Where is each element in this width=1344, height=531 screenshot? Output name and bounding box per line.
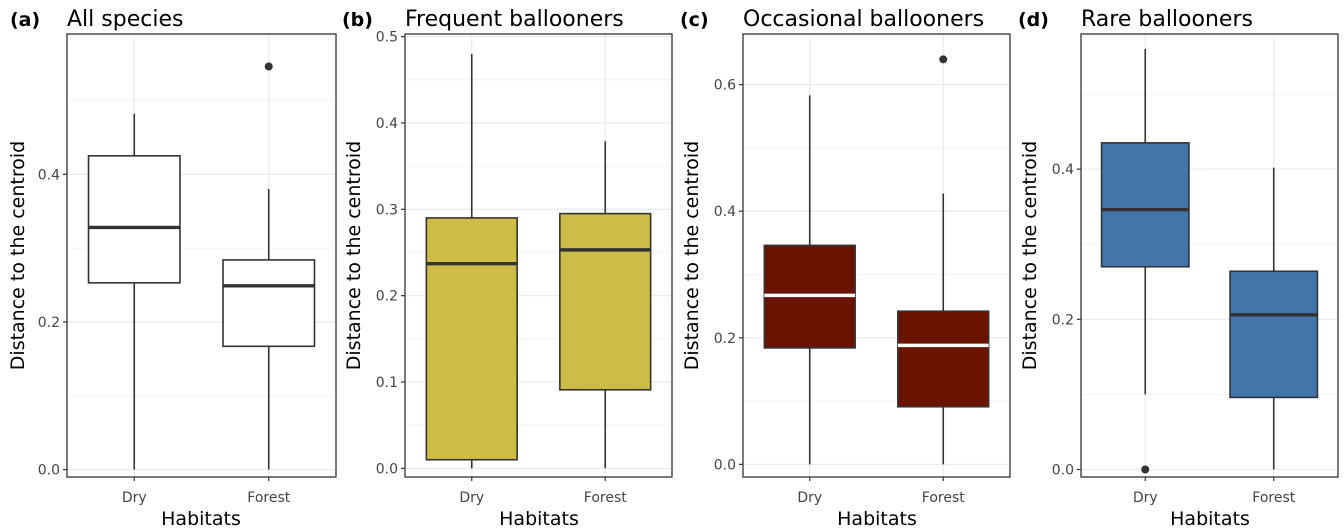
- box-iqr: [1100, 142, 1190, 268]
- x-axis-label: Habitats: [1170, 508, 1250, 530]
- box-iqr: [425, 217, 518, 461]
- outlier-point: [939, 55, 948, 64]
- y-tick-label: 0.0: [714, 457, 736, 473]
- panel-tag: (c): [680, 9, 709, 31]
- panel-border: [1080, 33, 1339, 478]
- y-axis-label: Distance to the centroid: [1019, 141, 1041, 370]
- y-tick-label: 0.4: [714, 204, 736, 220]
- y-tick-label: 0.6: [714, 78, 736, 94]
- box-iqr: [897, 310, 990, 408]
- panel-tag: (a): [10, 9, 40, 31]
- box-iqr: [87, 155, 181, 284]
- panel-tag: (d): [1018, 9, 1049, 31]
- outlier-point: [264, 62, 273, 71]
- x-axis-label: Habitats: [161, 508, 241, 530]
- panel-border: [66, 33, 337, 478]
- box-dry: [763, 95, 856, 465]
- x-tick-label: Dry: [122, 490, 147, 506]
- box-iqr: [222, 259, 316, 348]
- box-dry: [87, 113, 181, 470]
- x-tick-label: Forest: [1252, 490, 1295, 506]
- box-iqr: [1229, 270, 1319, 399]
- panel-tag: (b): [342, 9, 373, 31]
- x-tick-label: Forest: [584, 490, 627, 506]
- panel-a: (a) All species 0.0 0.2 0.4 Dry Forest Habitats…: [7, 7, 337, 530]
- y-tick-label: 0.4: [38, 167, 60, 183]
- box-forest: [1229, 167, 1319, 470]
- y-tick-label: 0.0: [1052, 462, 1074, 478]
- panel-b: (b) Frequent ballooners 0.0 0.1 0.2 0.3 0.4 0.5…: [342, 7, 673, 530]
- y-axis-label: Distance to the centroid: [681, 141, 703, 370]
- y-axis-label: Distance to the centroid: [343, 141, 365, 370]
- box-forest: [222, 62, 316, 470]
- panel-title: Occasional ballooners: [743, 7, 984, 32]
- y-tick-label: 0.4: [376, 116, 398, 132]
- panel-title: Frequent ballooners: [405, 7, 624, 32]
- y-tick-label: 0.2: [714, 331, 736, 347]
- y-tick-label: 0.2: [376, 289, 398, 305]
- box-iqr: [559, 212, 652, 391]
- box-dry: [1100, 49, 1190, 474]
- x-axis-label: Habitats: [837, 508, 917, 530]
- panel-c: (c) Occasional ballooners 0.0 0.2 0.4 0.6 Dry F…: [680, 7, 1011, 530]
- y-tick-label: 0.4: [1052, 162, 1074, 178]
- x-tick-label: Dry: [797, 490, 822, 506]
- panel-d: (d) Rare ballooners 0.0 0.2 0.4 Dry ForestHabi…: [1018, 7, 1339, 530]
- panel-title: Rare ballooners: [1081, 7, 1253, 32]
- y-tick-label: 0.0: [38, 463, 60, 479]
- y-tick-label: 0.2: [1052, 312, 1074, 328]
- outlier-point: [1141, 465, 1150, 474]
- y-tick-label: 0.3: [376, 202, 398, 218]
- y-tick-label: 0.2: [38, 315, 60, 331]
- y-tick-label: 0.1: [376, 375, 398, 391]
- panel-border: [742, 33, 1011, 478]
- box-forest: [897, 55, 990, 465]
- box-dry: [425, 53, 518, 469]
- box-forest: [559, 141, 652, 469]
- x-tick-label: Forest: [922, 490, 965, 506]
- x-tick-label: Dry: [1133, 490, 1158, 506]
- y-tick-label: 0.5: [376, 30, 398, 46]
- panel-border: [404, 33, 673, 478]
- y-axis-label: Distance to the centroid: [7, 141, 29, 370]
- x-axis-label: Habitats: [499, 508, 579, 530]
- panel-title: All species: [67, 7, 183, 32]
- y-tick-label: 0.0: [376, 461, 398, 477]
- x-tick-label: Dry: [459, 490, 484, 506]
- x-tick-label: Forest: [247, 490, 290, 506]
